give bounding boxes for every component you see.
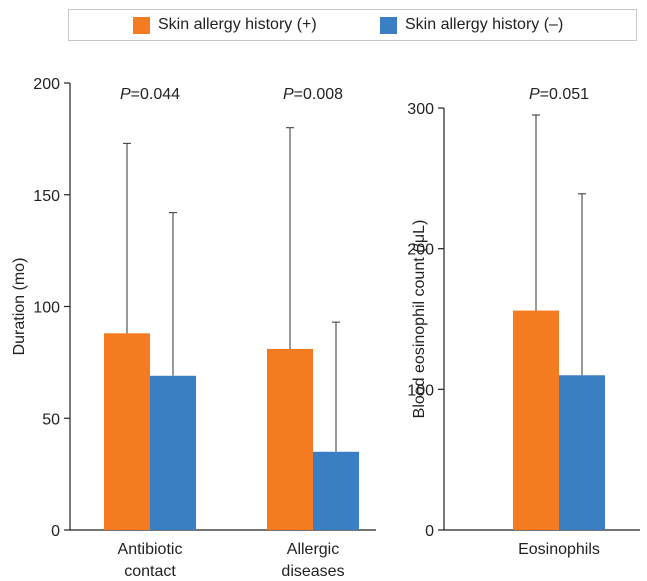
p-value-label: P=0.051 (529, 86, 589, 103)
y-tick-label: 150 (33, 188, 60, 205)
bar (267, 348, 313, 530)
y-tick-label: 0 (51, 523, 60, 540)
legend-swatch-positive (133, 16, 150, 34)
legend-label-negative: Skin allergy history (–) (405, 16, 564, 33)
y-tick-label: 100 (33, 300, 60, 317)
y-axis-title: Blood eosinophil count (/μL) (411, 220, 428, 419)
x-category-label: Eosinophils (518, 541, 600, 558)
y-axis-title: Duration (mo) (11, 258, 28, 356)
y-tick-label: 0 (425, 523, 434, 540)
bar (313, 451, 359, 530)
x-category-label: Antibiotic contact (118, 541, 183, 580)
chart-legend: Skin allergy history (+) Skin allergy hi… (68, 9, 637, 41)
legend-swatch-negative (380, 16, 397, 34)
bar (104, 333, 150, 530)
legend-item-positive: Skin allergy history (+) (133, 16, 317, 34)
p-value-label: P=0.008 (283, 86, 343, 103)
y-tick-label: 100 (407, 382, 434, 399)
y-tick-label: 50 (42, 411, 60, 428)
y-tick-label: 300 (407, 101, 434, 118)
y-tick-label: 200 (407, 242, 434, 259)
legend-label-positive: Skin allergy history (+) (158, 16, 317, 33)
bar (513, 310, 559, 530)
x-category-label: Allergic diseases (281, 541, 344, 580)
bar (559, 375, 605, 530)
p-value-label: P=0.044 (120, 86, 180, 103)
bar (150, 375, 196, 530)
legend-item-negative: Skin allergy history (–) (380, 16, 563, 34)
y-tick-label: 200 (33, 76, 60, 93)
